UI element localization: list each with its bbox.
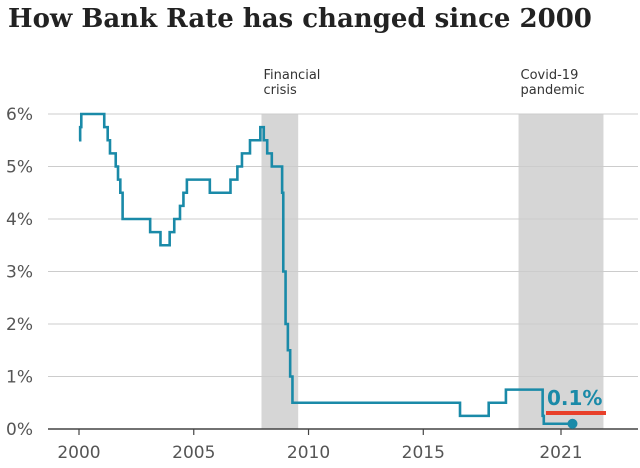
x-axis: 2000 2005 2010 2015 2021 [57,429,583,463]
y-tick-labels: 0% 1% 2% 3% 4% 5% 6% [6,105,33,440]
shaded-period-label-1-line-1: Financial [263,68,320,83]
y-tick-label: 5% [6,158,33,178]
x-tick-label: 2021 [539,443,582,463]
x-tick-label: 2010 [287,443,330,463]
y-tick-label: 4% [6,210,33,230]
data-series [78,112,578,429]
annotations: 0.1% [546,386,606,415]
x-tick-label: 2000 [57,443,100,463]
y-tick-label: 3% [6,263,33,283]
y-tick-label: 6% [6,105,33,125]
bank-rate-line [78,112,573,426]
latest-value-point [567,418,578,429]
chart-title: How Bank Rate has changed since 2000 [8,4,592,34]
y-tick-label: 0% [6,420,33,440]
x-tick-label: 2015 [402,443,445,463]
y-tick-label: 1% [6,368,33,388]
x-tick-label: 2005 [172,443,215,463]
shaded-period-label-1-line-2: crisis [263,83,296,98]
shaded-period-label-2-line-2: pandemic [521,83,585,98]
latest-value-label: 0.1% [547,386,602,410]
shaded-period-label-2-line-1: Covid-19 [521,68,579,83]
y-tick-label: 2% [6,315,33,335]
